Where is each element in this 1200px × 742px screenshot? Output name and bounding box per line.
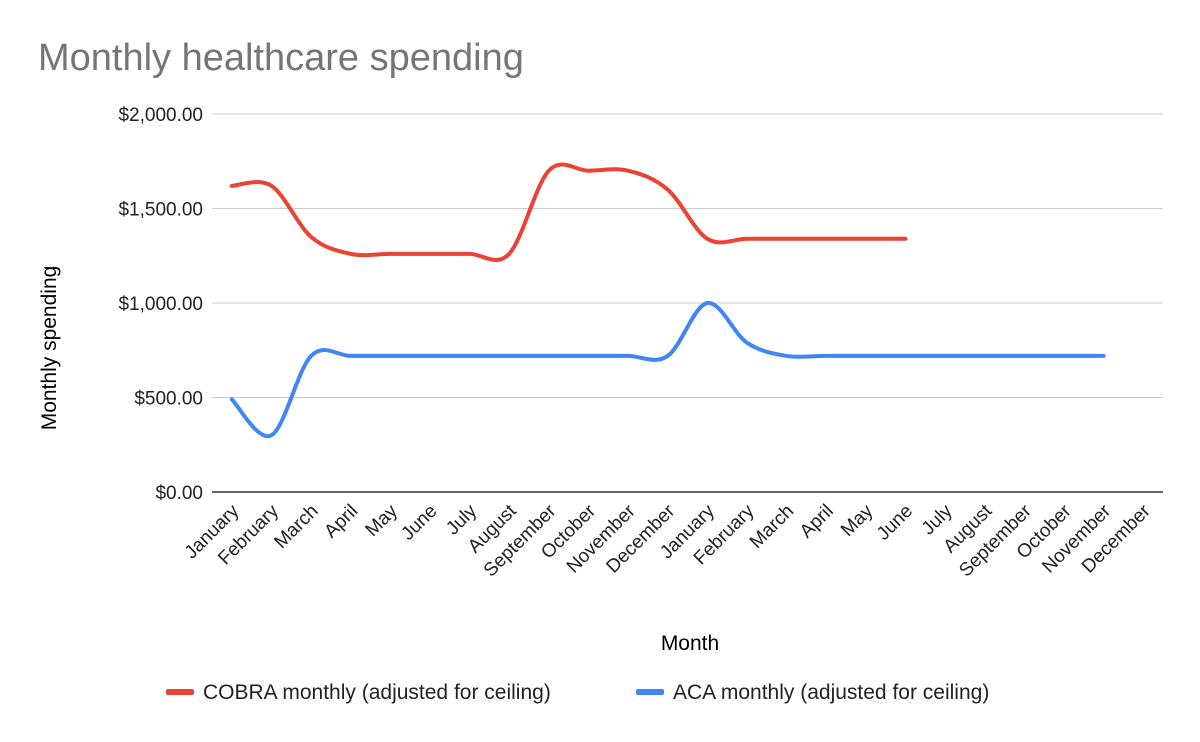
y-tick-label: $1,500.00 [118, 200, 203, 221]
y-tick-label: $2,000.00 [118, 105, 203, 126]
chart-title: Monthly healthcare spending [38, 37, 524, 79]
y-tick-label: $500.00 [134, 389, 203, 410]
x-tick-label: June [397, 501, 441, 545]
series-line-cobra [229, 162, 908, 262]
x-tick-label: May [362, 500, 403, 541]
legend-label: COBRA monthly (adjusted for ceiling) [203, 681, 551, 704]
legend-label: ACA monthly (adjusted for ceiling) [673, 681, 989, 704]
series-lines [229, 162, 1106, 439]
x-tick-label: June [873, 501, 917, 545]
gridlines [212, 113, 1163, 493]
legend-swatch [166, 689, 194, 695]
legend: COBRA monthly (adjusted for ceiling) ACA … [166, 681, 989, 704]
x-tick-label: April [796, 501, 838, 543]
y-tick-label: $1,000.00 [118, 294, 203, 315]
legend-swatch [636, 689, 664, 695]
x-axis-title: Month [661, 632, 719, 655]
y-tick-labels: $0.00 $500.00 $1,000.00 $1,500.00 $2,000.00 [118, 105, 203, 504]
x-tick-label: May [837, 500, 878, 541]
x-tick-label: April [320, 501, 362, 543]
x-tick-label: March [746, 501, 798, 553]
y-tick-label: $0.00 [155, 483, 203, 504]
x-tick-label: March [270, 501, 322, 553]
y-axis-title: Monthly spending [38, 266, 61, 431]
series-line-aca [229, 301, 1106, 439]
